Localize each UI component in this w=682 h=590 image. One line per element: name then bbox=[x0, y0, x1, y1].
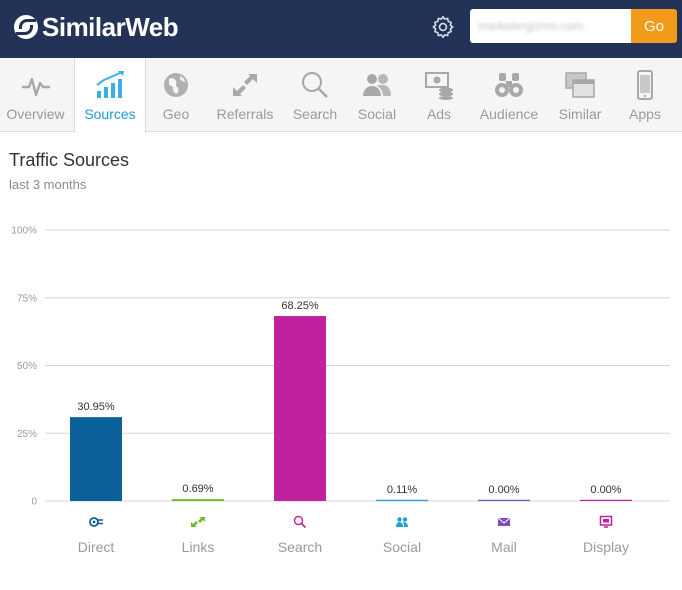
search-icon bbox=[293, 515, 307, 529]
rising-bars-icon bbox=[96, 71, 124, 98]
globe-icon bbox=[164, 73, 188, 97]
category-label-links: Links bbox=[182, 539, 215, 555]
tab-label: Audience bbox=[479, 106, 539, 122]
social-icon bbox=[396, 517, 408, 527]
tab-similar[interactable]: Similar bbox=[548, 58, 612, 132]
bar-mail bbox=[478, 499, 530, 501]
tab-geo[interactable]: Geo bbox=[146, 58, 206, 132]
windows-icon bbox=[565, 72, 595, 98]
tab-label: Search bbox=[292, 106, 338, 122]
category-label-direct: Direct bbox=[78, 539, 115, 555]
page-subtitle: last 3 months bbox=[9, 177, 87, 192]
y-tick-label: 25% bbox=[17, 429, 37, 440]
tab-search[interactable]: Search bbox=[284, 58, 346, 132]
brand-name: SimilarWeb bbox=[42, 11, 179, 42]
bar-display bbox=[580, 499, 632, 501]
arrows-icon bbox=[233, 74, 257, 96]
tab-label: Similar bbox=[558, 106, 602, 122]
tab-label: Overview bbox=[6, 106, 65, 122]
tab-label: Referrals bbox=[216, 106, 274, 122]
site-search-input[interactable] bbox=[470, 9, 631, 43]
links-icon bbox=[191, 517, 205, 527]
money-icon bbox=[425, 72, 453, 100]
go-button[interactable]: Go bbox=[631, 9, 677, 43]
pulse-icon bbox=[21, 77, 50, 97]
y-tick-label: 100% bbox=[11, 226, 37, 237]
bar-search bbox=[274, 316, 326, 501]
bar-value-label: 0.11% bbox=[387, 484, 418, 496]
tab-overview[interactable]: Overview bbox=[0, 58, 71, 132]
tab-label: Apps bbox=[629, 106, 661, 122]
bar-value-label: 0.69% bbox=[182, 483, 213, 495]
brand-logo[interactable]: SimilarWeb bbox=[14, 11, 179, 42]
mail-icon bbox=[497, 517, 511, 526]
tab-audience[interactable]: Audience bbox=[470, 58, 548, 132]
bar-social bbox=[376, 499, 428, 501]
display-icon bbox=[599, 515, 613, 528]
tab-label: Social bbox=[357, 106, 397, 122]
category-label-social: Social bbox=[383, 539, 421, 555]
y-tick-label: 0 bbox=[31, 497, 37, 508]
bar-links bbox=[172, 499, 224, 501]
settings-gear-icon[interactable] bbox=[430, 14, 456, 40]
phone-icon bbox=[637, 70, 653, 100]
bar-value-label: 0.00% bbox=[590, 484, 621, 496]
direct-icon bbox=[89, 517, 103, 527]
tab-sources[interactable]: Sources bbox=[74, 58, 146, 133]
category-label-mail: Mail bbox=[491, 539, 517, 555]
tab-label: Sources bbox=[84, 106, 136, 122]
traffic-sources-bar-chart: 0 25% 50% 75% 100% 30.95% Direct 0.69% Links 68.2… bbox=[11, 226, 670, 555]
similarweb-logo-icon bbox=[14, 15, 38, 39]
magnifier-icon bbox=[302, 72, 328, 98]
binoculars-icon bbox=[495, 73, 523, 97]
tab-label: Ads bbox=[426, 106, 452, 122]
tab-social[interactable]: Social bbox=[346, 58, 408, 132]
section-tabs: Overview Sources Geo Referrals bbox=[0, 58, 682, 133]
people-icon bbox=[363, 74, 391, 96]
tab-label: Geo bbox=[162, 106, 190, 122]
y-tick-label: 50% bbox=[17, 361, 37, 372]
bar-direct bbox=[70, 417, 122, 501]
category-label-display: Display bbox=[583, 539, 629, 555]
tab-ads[interactable]: Ads bbox=[408, 58, 470, 132]
bar-value-label: 0.00% bbox=[488, 484, 519, 496]
bar-value-label: 68.25% bbox=[281, 300, 319, 312]
page-title: Traffic Sources bbox=[9, 150, 130, 170]
bar-value-label: 30.95% bbox=[77, 401, 115, 413]
tab-referrals[interactable]: Referrals bbox=[206, 58, 284, 132]
category-label-search: Search bbox=[278, 539, 322, 555]
y-tick-label: 75% bbox=[17, 293, 37, 304]
top-header: SimilarWeb Go bbox=[0, 0, 682, 58]
tab-apps[interactable]: Apps bbox=[612, 58, 678, 132]
